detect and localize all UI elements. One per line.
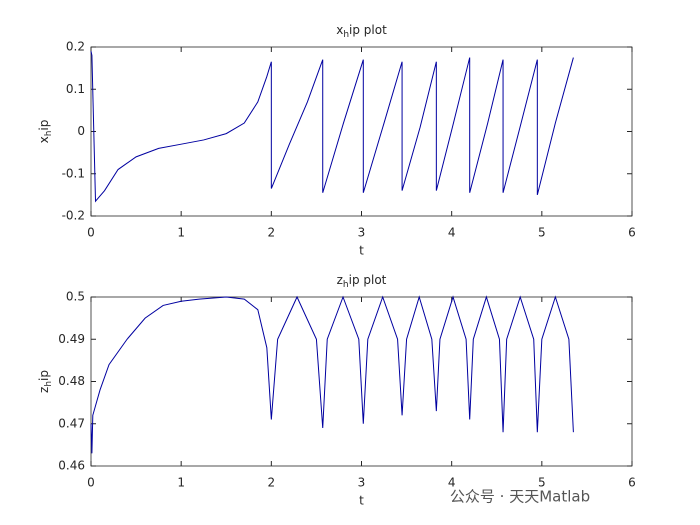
- data-line: [90, 51, 574, 203]
- y-tick-label: 0.2: [66, 40, 85, 54]
- title-part: ip plot: [349, 273, 387, 287]
- y-tick-label: 0.47: [58, 416, 85, 430]
- y-tick-label: 0.5: [66, 290, 85, 304]
- chart-title: xhip plot: [336, 23, 387, 40]
- y-axis-label: xhip: [37, 120, 54, 144]
- title-part: ip plot: [349, 23, 387, 37]
- x-tick-label: 2: [268, 476, 276, 490]
- watermark: 公众号 · 天天Matlab: [450, 488, 590, 506]
- x-tick-label: 5: [538, 476, 546, 490]
- y-tick-label: 0.46: [58, 459, 85, 473]
- title-part: h: [343, 280, 349, 290]
- x-tick-label: 1: [177, 226, 185, 240]
- ylabel-part: ip: [37, 120, 51, 131]
- y-tick-label: 0.49: [58, 332, 85, 346]
- x-tick-label: 5: [538, 226, 546, 240]
- x-tick-label: 6: [628, 226, 636, 240]
- x-tick-label: 1: [177, 476, 185, 490]
- title-part: h: [343, 30, 349, 40]
- x-tick-label: 6: [628, 476, 636, 490]
- axes-box: [90, 46, 633, 217]
- y-tick-label: -0.1: [62, 166, 85, 180]
- title-part: z: [337, 273, 343, 287]
- ylabel-part: ip: [37, 370, 51, 381]
- x-tick-label: 3: [358, 476, 366, 490]
- ylabel-part: h: [44, 381, 54, 387]
- y-tick-label: 0.1: [66, 82, 85, 96]
- x-axis-label: t: [359, 244, 364, 258]
- x-axis-label: t: [359, 494, 364, 508]
- title-part: x: [336, 23, 343, 37]
- x-tick-label: 3: [358, 226, 366, 240]
- ylabel-part: x: [37, 136, 51, 143]
- x-tick-label: 0: [87, 476, 95, 490]
- y-axis-label: zhip: [37, 370, 54, 393]
- y-tick-label: 0: [77, 124, 85, 138]
- chart-title: zhip plot: [337, 273, 387, 290]
- x-tick-label: 2: [268, 226, 276, 240]
- x-tick-label: 4: [448, 476, 456, 490]
- ylabel-part: h: [44, 131, 54, 137]
- y-tick-label: 0.48: [58, 374, 85, 388]
- x-tick-label: 0: [87, 226, 95, 240]
- x-tick-label: 4: [448, 226, 456, 240]
- y-tick-label: -0.2: [62, 209, 85, 223]
- data-line: [90, 295, 574, 454]
- ylabel-part: z: [37, 387, 51, 393]
